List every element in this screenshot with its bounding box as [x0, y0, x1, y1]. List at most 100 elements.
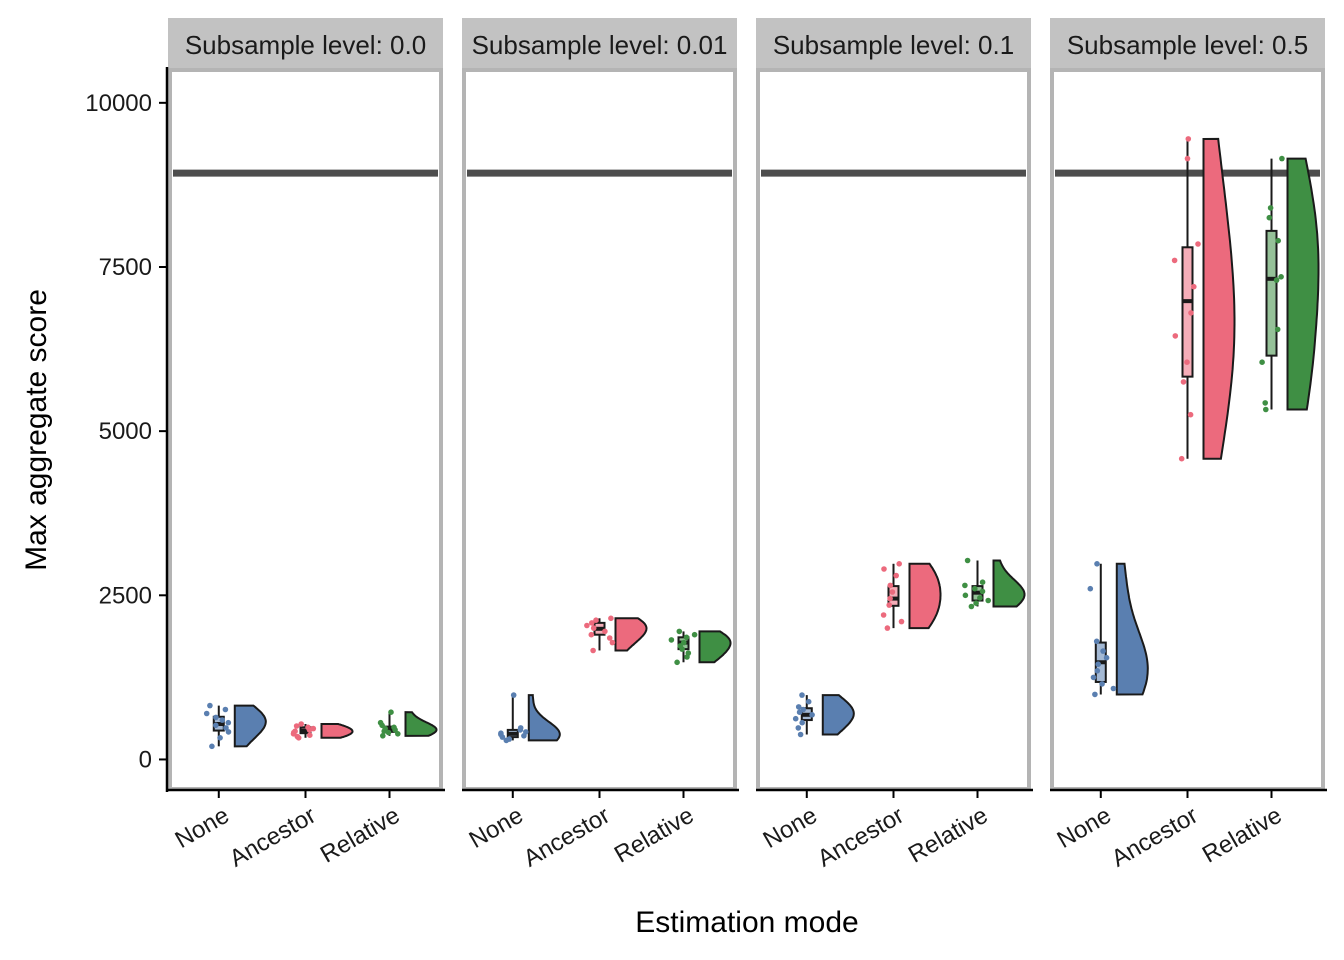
- panel-border: [168, 68, 443, 791]
- data-point: [968, 603, 975, 610]
- data-point: [1275, 237, 1281, 244]
- data-point: [310, 725, 317, 732]
- data-point: [1100, 648, 1106, 654]
- x-tick-label: None: [171, 802, 234, 854]
- data-point: [685, 650, 692, 656]
- data-point: [1184, 359, 1190, 366]
- data-point: [602, 628, 608, 635]
- data-point: [223, 725, 229, 731]
- data-point: [1266, 214, 1273, 221]
- data-point: [225, 719, 232, 726]
- violin-half: [1115, 562, 1149, 696]
- data-point: [677, 643, 683, 649]
- group-none: None: [1053, 561, 1149, 854]
- data-point: [1263, 406, 1269, 413]
- data-point: [1110, 685, 1117, 692]
- data-point: [977, 595, 983, 601]
- data-point: [1178, 455, 1185, 462]
- data-point: [884, 625, 891, 631]
- data-point: [1094, 561, 1100, 567]
- violin-half: [233, 704, 267, 748]
- y-tick-label: 10000: [85, 90, 152, 117]
- violin-half: [527, 694, 561, 742]
- data-point: [1191, 283, 1197, 290]
- data-point: [307, 732, 313, 738]
- data-point: [608, 615, 614, 622]
- data-point: [388, 709, 394, 715]
- x-tick-label: None: [465, 802, 528, 854]
- group-none: None: [759, 692, 855, 854]
- panel-title: Subsample level: 0.01: [472, 30, 728, 60]
- data-point: [510, 692, 517, 698]
- data-point: [1267, 205, 1274, 211]
- violin-half: [821, 694, 855, 736]
- data-point: [1094, 668, 1101, 674]
- data-point: [225, 729, 232, 735]
- data-point: [1187, 411, 1194, 418]
- data-point: [609, 639, 616, 646]
- data-point: [584, 622, 590, 629]
- box: [887, 585, 900, 607]
- group-none: None: [465, 692, 561, 854]
- data-point: [590, 647, 596, 654]
- group-relative: Relative: [610, 628, 732, 869]
- data-point: [797, 731, 804, 738]
- data-point: [377, 719, 384, 726]
- data-point: [1095, 661, 1101, 667]
- x-tick-label: Ancestor: [225, 802, 321, 873]
- x-tick-label: Relative: [1198, 802, 1287, 869]
- data-point: [1262, 400, 1268, 406]
- violin-half: [1202, 137, 1236, 460]
- data-point: [213, 714, 219, 721]
- strip-background: [462, 18, 737, 70]
- data-point: [593, 617, 599, 623]
- data-point: [213, 722, 219, 729]
- data-point: [800, 706, 806, 713]
- data-point: [391, 724, 397, 731]
- data-point: [385, 729, 392, 736]
- panel-title: Subsample level: 0.5: [1067, 30, 1308, 60]
- data-point: [880, 612, 887, 618]
- panel-border: [756, 68, 1031, 791]
- data-point: [985, 597, 991, 604]
- data-point: [1278, 274, 1284, 280]
- data-point: [964, 557, 971, 564]
- y-tick-label: 2500: [99, 582, 152, 609]
- data-point: [395, 731, 401, 737]
- data-point: [506, 736, 512, 742]
- violin-half: [992, 559, 1026, 608]
- x-tick-label: Ancestor: [1107, 802, 1203, 873]
- data-point: [979, 579, 986, 585]
- data-point: [1087, 585, 1094, 592]
- data-point: [219, 717, 226, 723]
- data-point: [805, 698, 812, 705]
- data-point: [209, 743, 215, 750]
- data-point: [809, 712, 815, 718]
- data-point: [1185, 136, 1192, 142]
- panel-title: Subsample level: 0.0: [185, 30, 426, 60]
- x-tick-label: None: [759, 802, 822, 854]
- y-axis-title: Max aggregate score: [20, 289, 53, 571]
- data-point: [1092, 691, 1098, 698]
- data-point: [681, 639, 687, 646]
- data-point: [590, 625, 597, 631]
- data-point: [962, 582, 968, 589]
- x-tick-label: Ancestor: [813, 802, 909, 873]
- data-point: [380, 733, 386, 739]
- data-point: [1093, 638, 1100, 645]
- x-tick-label: Relative: [610, 802, 699, 869]
- data-point: [1180, 379, 1187, 385]
- x-tick-label: Relative: [316, 802, 405, 869]
- data-point: [792, 715, 799, 722]
- facet-panel: Subsample level: 0.01 NoneAncestorRelativ…: [462, 18, 739, 873]
- data-point: [1274, 326, 1281, 333]
- data-point: [498, 730, 504, 736]
- box: [1265, 229, 1278, 357]
- data-point: [217, 735, 223, 741]
- strip-background: [756, 18, 1031, 70]
- data-point: [305, 724, 311, 731]
- data-point: [298, 721, 305, 727]
- data-point: [588, 631, 595, 638]
- violin-half: [404, 711, 438, 737]
